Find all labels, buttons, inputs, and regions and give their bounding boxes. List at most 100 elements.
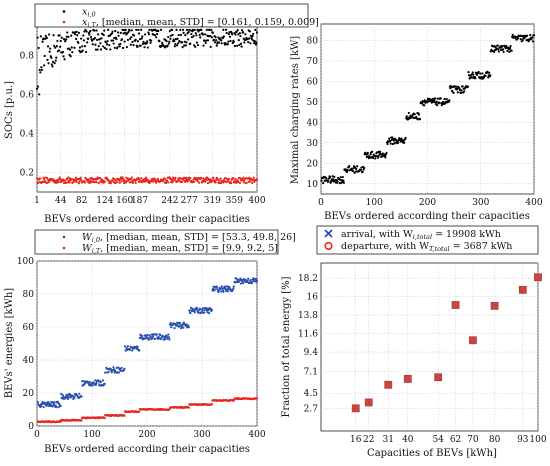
en-point-w0 — [237, 280, 240, 284]
en-point-w0 — [212, 285, 215, 288]
soc-point-x0 — [190, 33, 193, 36]
fr-legend-departure-sub: T,total — [429, 245, 450, 253]
en-point-w0 — [182, 321, 185, 324]
fr-xtick-label: 62 — [450, 435, 461, 445]
soc-point-xT — [171, 181, 174, 184]
en-legend: Wi,0, [median, mean, STD] = [53.3, 49.8,… — [34, 229, 296, 255]
en-point-w0 — [250, 281, 254, 284]
soc-point-xT — [227, 177, 230, 181]
en-point-w0 — [181, 325, 184, 328]
soc-point-x0 — [93, 29, 96, 32]
rates-ytick-label: 60 — [307, 77, 319, 87]
fr-xtick-label: 54 — [432, 435, 444, 445]
soc-point-x0 — [180, 41, 184, 44]
en-ytick-label: 60 — [23, 323, 35, 333]
panel-fraction: 16 22 31 40 54 62 70 80 93 1002.74.57.19.411.613.… — [281, 225, 547, 459]
soc-point-x0 — [77, 31, 81, 34]
soc-point-x0 — [134, 38, 137, 41]
soc-point-x0 — [188, 28, 191, 32]
soc-point-xT — [196, 180, 199, 183]
rates-point — [392, 139, 396, 142]
en-point-w0 — [66, 397, 69, 401]
en-point-w0 — [224, 288, 227, 291]
en-point-w0 — [201, 309, 204, 312]
soc-point-x0 — [233, 44, 237, 48]
soc-point-x0 — [48, 33, 51, 36]
soc-point-x0 — [184, 33, 187, 37]
soc-point-x0 — [194, 32, 197, 35]
en-point-wT — [210, 403, 213, 406]
en-point-w0 — [197, 311, 200, 314]
rates-point — [366, 151, 369, 154]
soc-xtick-label: 319 — [204, 196, 221, 206]
fr-xlabel: Capacities of BEVs [kWh] — [367, 448, 497, 459]
rates-point — [460, 89, 463, 92]
en-legend-w0-main: W — [82, 232, 93, 243]
en-point-wT — [123, 414, 126, 417]
en-point-w0 — [225, 285, 228, 288]
soc-point-x0 — [71, 51, 74, 54]
soc-point-x0 — [181, 46, 184, 49]
soc-point-x0 — [59, 45, 62, 48]
soc-point-x0 — [228, 31, 231, 34]
rates-point — [509, 45, 512, 48]
en-point-w0 — [180, 327, 183, 330]
soc-point-x0 — [115, 37, 118, 41]
soc-point-x0 — [167, 42, 170, 45]
rates-point — [482, 76, 486, 79]
rates-point — [532, 34, 536, 37]
soc-point-xT — [145, 176, 148, 179]
fr-point — [403, 375, 412, 383]
en-point-w0 — [155, 333, 158, 336]
soc-point-xT — [67, 176, 70, 179]
soc-point-xT — [241, 178, 244, 181]
rates-ytick-label: 40 — [307, 118, 319, 128]
soc-point-x0 — [37, 85, 40, 88]
soc-point-x0 — [206, 39, 210, 42]
soc-point-x0 — [150, 39, 153, 42]
soc-point-x0 — [126, 38, 130, 42]
en-point-w0 — [148, 337, 151, 340]
soc-point-x0 — [199, 36, 202, 39]
soc-point-xT — [75, 176, 78, 179]
rates-point — [490, 48, 493, 51]
en-point-w0 — [104, 371, 107, 374]
en-point-w0 — [173, 326, 176, 330]
soc-point-x0 — [76, 34, 79, 37]
en-point-w0 — [255, 279, 259, 282]
fr-ytick-label: 2.7 — [304, 404, 319, 414]
en-point-w0 — [181, 323, 184, 326]
soc-point-x0 — [56, 39, 59, 43]
soc-point-x0 — [193, 28, 196, 32]
en-point-w0 — [198, 307, 201, 310]
rates-point — [389, 142, 392, 145]
soc-point-x0 — [177, 34, 180, 37]
soc-point-x0 — [61, 50, 65, 54]
soc-point-xT — [80, 178, 83, 182]
en-legend-box — [34, 229, 279, 255]
soc-legend: xi,0 xi,T, [median, mean, STD] = [0.161,… — [34, 3, 319, 29]
soc-point-x0 — [82, 34, 85, 37]
soc-ylabel: SOCs [p.u.] — [4, 81, 15, 139]
soc-point-xT — [115, 180, 119, 184]
fr-legend-label-arrival: arrival, with Wi,total = 19908 kWh — [341, 229, 501, 241]
en-point-w0 — [169, 321, 172, 325]
soc-point-x0 — [99, 48, 103, 51]
soc-ytick-label: 0.8 — [20, 51, 35, 61]
soc-point-xT — [174, 176, 177, 179]
soc-point-x0 — [98, 38, 101, 41]
soc-point-xT — [95, 181, 98, 184]
soc-point-x0 — [37, 46, 40, 50]
fr-legend-label-departure: departure, with WT,total = 3687 kWh — [341, 241, 512, 253]
rates-point — [423, 104, 426, 107]
soc-xtick-label: 277 — [181, 196, 198, 206]
soc-point-x0 — [172, 38, 175, 41]
soc-point-xT — [244, 177, 247, 180]
fr-point — [434, 373, 443, 382]
soc-point-x0 — [221, 37, 224, 40]
soc-point-x0 — [55, 45, 58, 48]
fr-xtick-label: 40 — [402, 435, 414, 445]
en-point-w0 — [206, 307, 210, 310]
soc-point-x0 — [140, 37, 143, 40]
